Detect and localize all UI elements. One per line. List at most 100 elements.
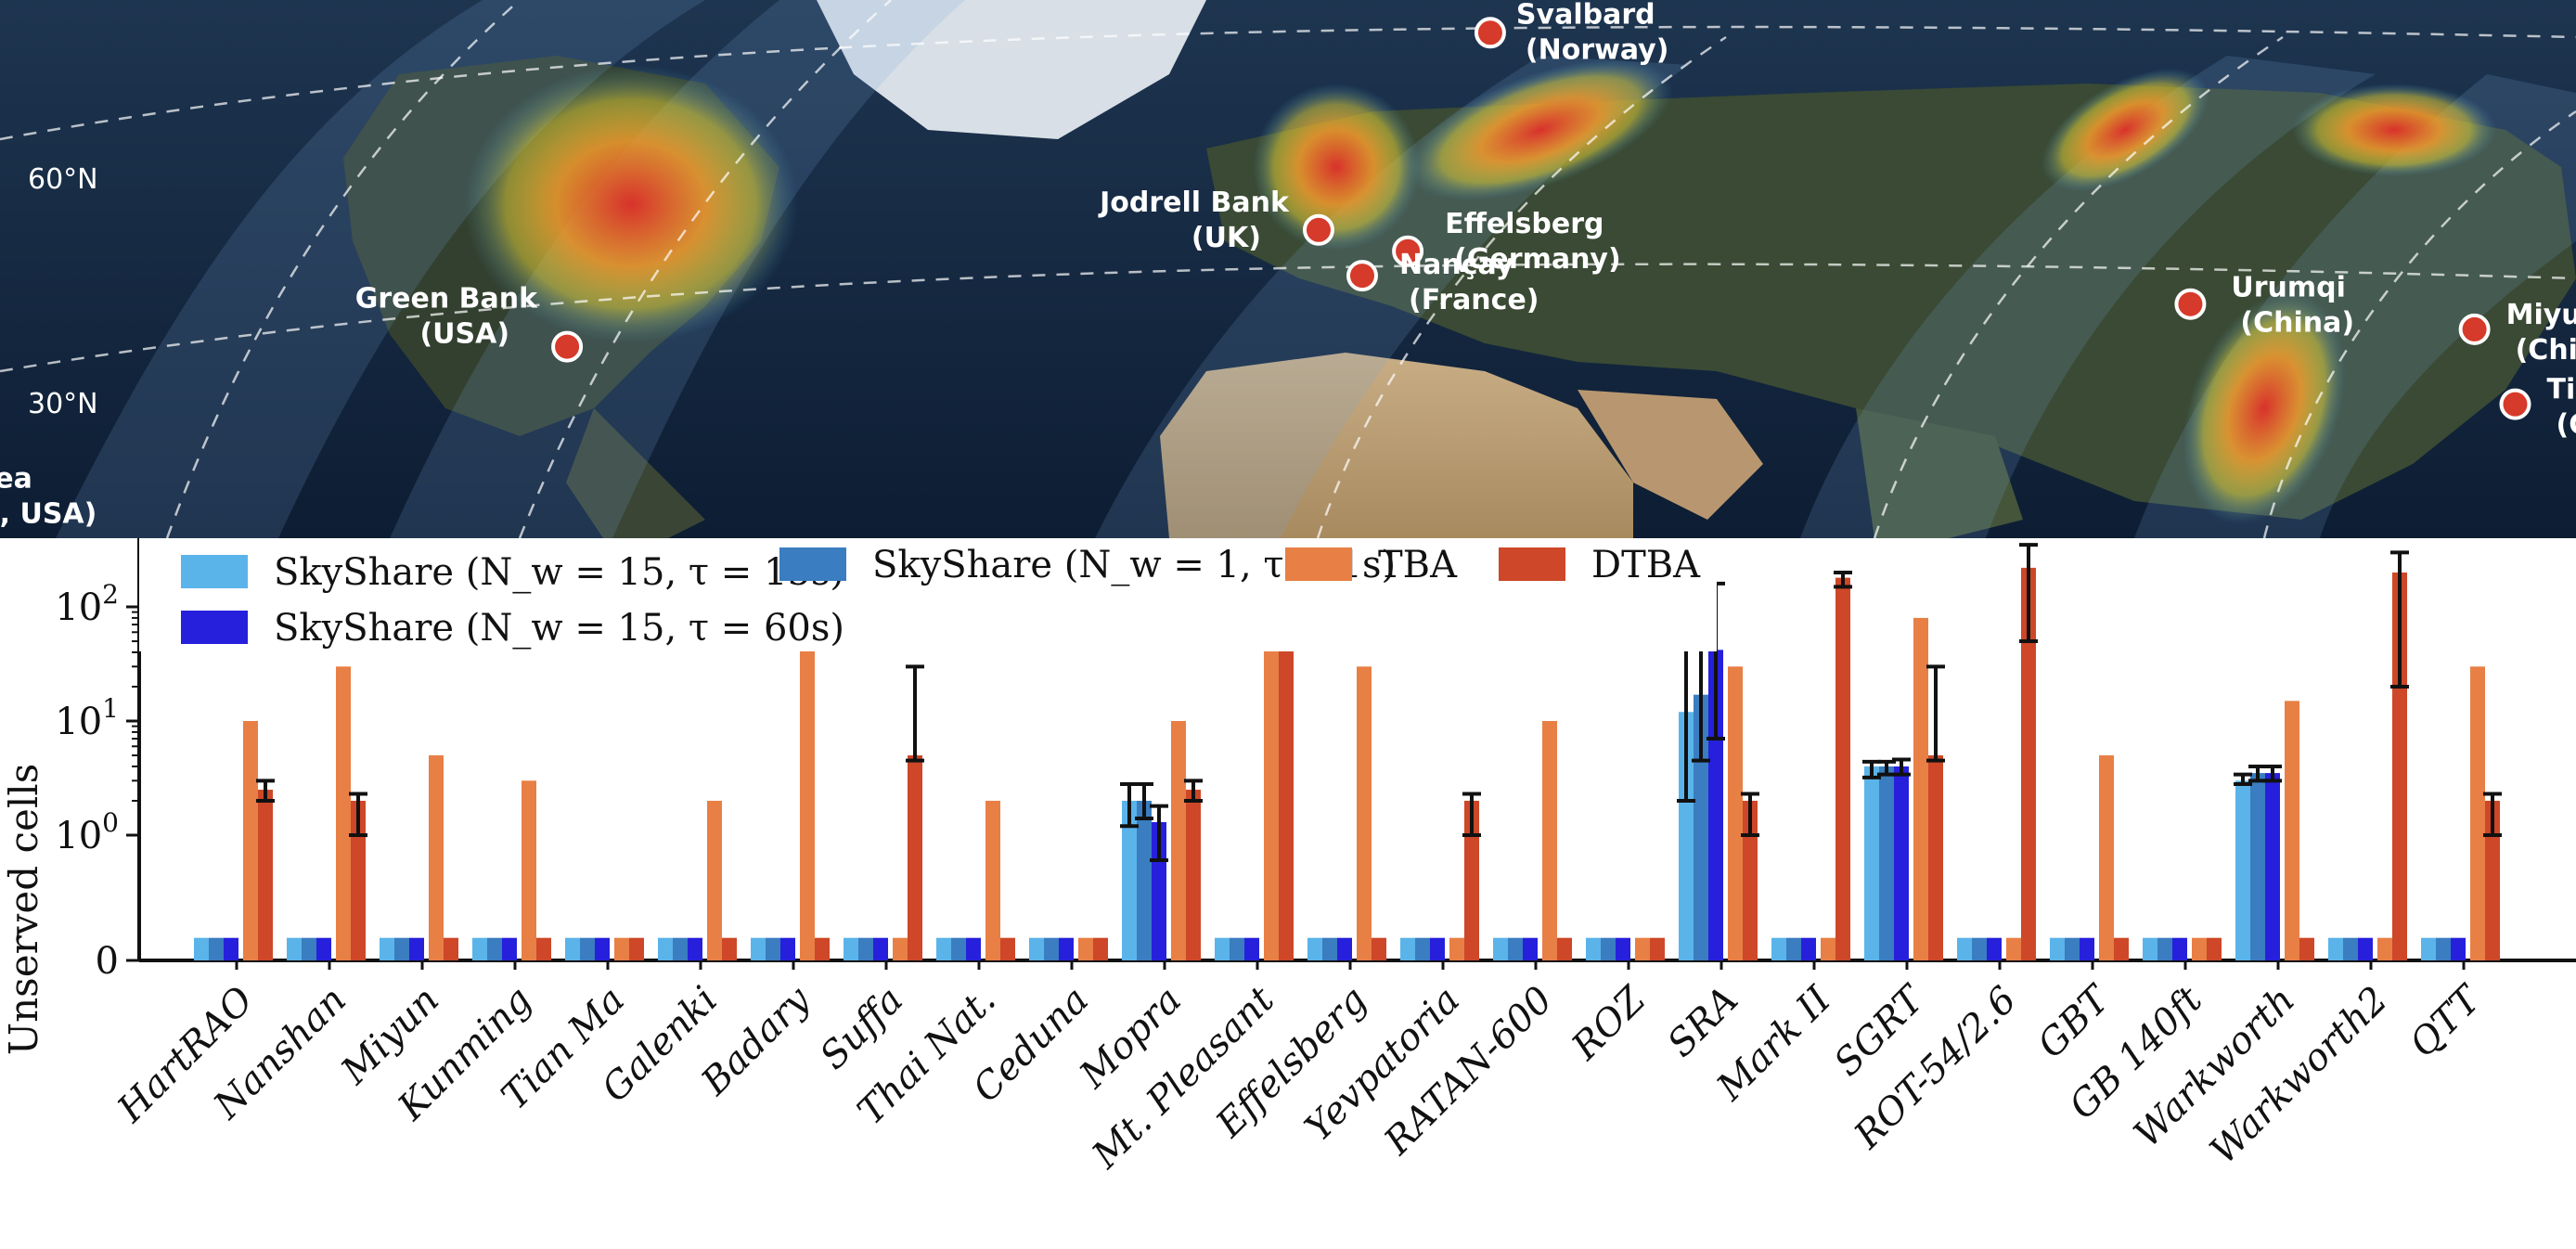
bar-qtt-s2 — [2451, 937, 2466, 960]
bar-suffa-s0 — [844, 937, 858, 960]
bar-ratan-600-s4 — [1557, 937, 1572, 960]
observatory-marker — [1346, 260, 1378, 292]
heat-spots — [464, 58, 2496, 525]
bar-mt-pleasant-s0 — [1215, 937, 1230, 960]
bar-nanshan-s3 — [336, 666, 351, 960]
bar-ceduna-s3 — [1078, 937, 1093, 960]
observatory-marker — [551, 330, 584, 363]
bar-sra-s0 — [1679, 712, 1694, 960]
legend-entry-4: DTBA — [1499, 544, 1701, 586]
bar-galenki-s0 — [658, 937, 673, 960]
bar-warkworth2-s2 — [2358, 937, 2373, 960]
x-tick-label-sra: SRA — [1659, 979, 1746, 1066]
bar-mt-pleasant-s1 — [1230, 937, 1244, 960]
bar-yevpatoria-s1 — [1415, 937, 1430, 960]
bar-gbt-s0 — [2050, 937, 2065, 960]
bar-gbt-s1 — [2065, 937, 2080, 960]
bar-warkworth-s1 — [2250, 773, 2265, 960]
legend-background — [139, 538, 1717, 651]
bar-mark-ii-s1 — [1786, 937, 1801, 960]
bar-sgrt-s0 — [1864, 766, 1879, 960]
observatory-svalbard: Svalbard(Norway) — [1474, 0, 1669, 66]
bar-hartrao-s1 — [209, 937, 224, 960]
bar-gb-140ft-s1 — [2157, 937, 2172, 960]
bar-hartrao-s3 — [243, 721, 258, 960]
bar-miyun-s3 — [429, 755, 444, 960]
bar-badary-s4 — [815, 937, 830, 960]
bar-badary-s0 — [751, 937, 766, 960]
bar-hartrao-s0 — [194, 937, 209, 960]
observatory-country: (Norway) — [1526, 33, 1669, 66]
bar-hartrao-s4 — [258, 790, 273, 960]
bar-galenki-s1 — [673, 937, 688, 960]
bar-ratan-600-s1 — [1508, 937, 1523, 960]
observatory-name: Miyun — [2506, 299, 2576, 331]
bar-mopra-s1 — [1137, 800, 1152, 960]
error-bar — [1184, 779, 1203, 803]
bar-gb-140ft-s3 — [2192, 937, 2207, 960]
bar-galenki-s4 — [722, 937, 737, 960]
bar-rot-54-2-6-s0 — [1957, 937, 1972, 960]
bar-miyun-s1 — [394, 937, 409, 960]
bar-thai-nat--s3 — [985, 800, 1000, 960]
observatory-country: (China) — [2556, 409, 2576, 442]
legend-swatch — [779, 547, 846, 581]
bar-nanshan-s2 — [316, 937, 331, 960]
latitude-label-60n: 60°N — [28, 163, 98, 196]
observatory-effelsberg: Effelsberg(Germany) — [1392, 208, 1621, 276]
error-bar — [2019, 543, 2038, 644]
observatory-name: Nançay — [1399, 249, 1514, 281]
bar-sra-s3 — [1728, 666, 1743, 960]
bar-thai-nat--s0 — [936, 937, 951, 960]
bar-rot-54-2-6-s2 — [1987, 937, 2002, 960]
bar-mopra-s3 — [1171, 721, 1186, 960]
bar-suffa-s4 — [908, 755, 922, 960]
bar-badary-s2 — [780, 937, 795, 960]
legend-label: SkyShare (N_w = 15, τ = 60s) — [274, 607, 844, 650]
central-america — [566, 408, 705, 538]
error-bar — [1741, 792, 1759, 837]
bar-effelsberg-s1 — [1322, 937, 1337, 960]
observatory-country: (Germany) — [1454, 243, 1621, 276]
bar-galenki-s2 — [688, 937, 702, 960]
bar-sgrt-s1 — [1879, 766, 1894, 960]
error-bar — [2390, 550, 2409, 689]
observatory-marker — [2174, 288, 2207, 320]
bar-warkworth-s0 — [2235, 780, 2250, 960]
observatory-maunakea: Maunakea(Hawaii, USA) — [0, 463, 97, 531]
bar-effelsberg-s0 — [1307, 937, 1322, 960]
observatory-marker — [1302, 213, 1334, 246]
observatory-nan-ay: Nançay(France) — [1346, 249, 1539, 316]
error-bar — [1834, 570, 1852, 589]
x-tick-label-qtt: QTT — [2402, 976, 2491, 1065]
observatory-country: (France) — [1409, 284, 1539, 316]
bar-hartrao-s2 — [224, 937, 238, 960]
observatory-name: Urumqi — [2231, 272, 2346, 304]
bar-rot-54-2-6-s4 — [2021, 567, 2036, 960]
error-bar — [1135, 781, 1153, 821]
error-bars — [256, 543, 2502, 862]
bar-warkworth-s3 — [2285, 701, 2299, 960]
observatory-markers: Svalbard(Norway) Jodrell Bank(UK) Effelsbe… — [0, 0, 2576, 531]
observatory-country: (UK) — [1191, 222, 1261, 254]
error-bar — [349, 792, 367, 837]
bar-warkworth2-s1 — [2343, 937, 2358, 960]
bar-sgrt-s2 — [1894, 766, 1909, 960]
observatory-miyun: Miyun(China) — [2458, 299, 2576, 367]
observatory-country: (China) — [2516, 334, 2576, 367]
bar-mopra-s4 — [1186, 790, 1201, 960]
bar-kunming-s4 — [536, 937, 551, 960]
bar-mopra-s0 — [1122, 800, 1137, 960]
bar-suffa-s1 — [858, 937, 873, 960]
bar-nanshan-s4 — [351, 800, 366, 960]
arabia — [1578, 390, 1763, 520]
bar-sgrt-s4 — [1928, 755, 1943, 960]
bar-sra-s4 — [1743, 800, 1758, 960]
bar-thai-nat--s1 — [951, 937, 966, 960]
error-bar — [906, 664, 924, 763]
bar-miyun-s2 — [409, 937, 424, 960]
bar-badary-s3 — [800, 617, 815, 960]
bar-tian-ma-s2 — [595, 937, 610, 960]
legend-swatch — [181, 555, 248, 588]
